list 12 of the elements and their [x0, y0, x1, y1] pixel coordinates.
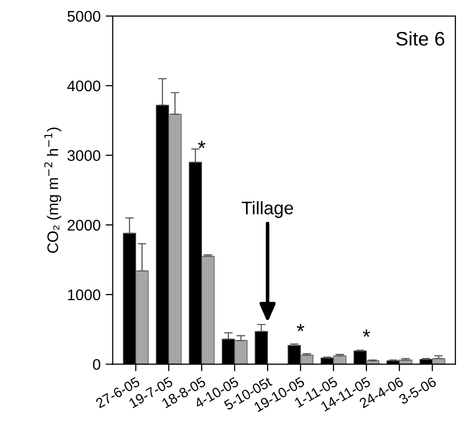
annotation: *: [198, 140, 206, 148]
y-tick-label: 5000: [68, 10, 100, 22]
annotation: *: [296, 324, 304, 332]
annotation: Site 6: [396, 31, 444, 46]
y-tick-label: 3000: [67, 150, 100, 161]
y-axis-title: CO₂ (mg m$^{−2}$ h$^{−1}$): [44, 128, 62, 253]
y-tick-label: 2000: [68, 220, 100, 231]
y-tick-label: 1000: [68, 289, 100, 300]
annotation: *: [362, 330, 370, 337]
y-tick-label: 0: [92, 359, 100, 370]
y-tick-label: 4000: [67, 80, 100, 92]
annotation: Tillage: [242, 201, 294, 218]
